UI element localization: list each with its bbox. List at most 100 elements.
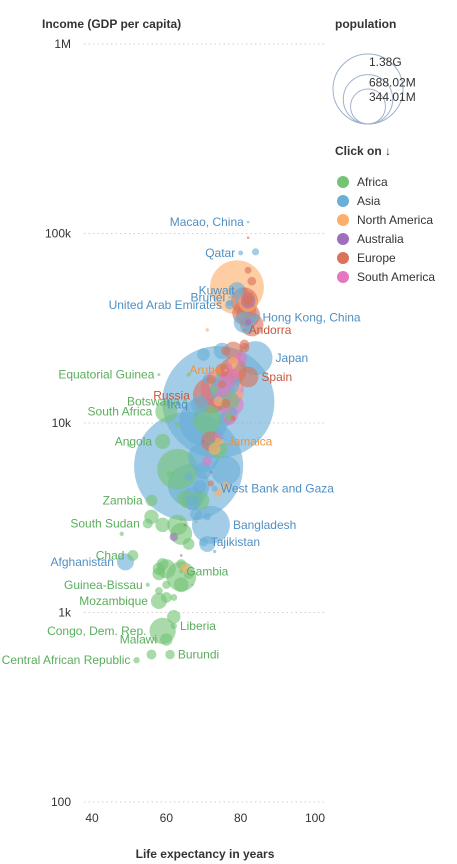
bubble-lebanon[interactable] (233, 378, 241, 386)
bubble-libya[interactable] (210, 385, 219, 394)
bubble-kazakhstan[interactable] (197, 348, 210, 361)
bubble-samoa[interactable] (209, 470, 213, 474)
bubble-bahrain[interactable] (235, 299, 239, 303)
bubble-papua-new-guinea[interactable] (169, 532, 178, 542)
bubble-vietnam[interactable] (211, 456, 241, 486)
bubble-andorra[interactable] (243, 328, 246, 332)
bubble-angola[interactable] (155, 433, 171, 449)
bubble-niger[interactable] (167, 609, 181, 624)
bubble-seychelles[interactable] (213, 346, 216, 349)
bubble-serbia[interactable] (221, 398, 231, 408)
bubble-spain[interactable] (237, 366, 259, 388)
legend-item-australia[interactable]: Australia (337, 232, 404, 246)
bubble-jordan[interactable] (229, 407, 238, 416)
bubble-qatar[interactable] (238, 250, 244, 256)
bubble-guatemala[interactable] (208, 442, 221, 455)
bubble-swaziland[interactable] (127, 443, 131, 448)
bubble-sao-tome-and-principe[interactable] (194, 520, 198, 524)
bubble-sierra-leone[interactable] (155, 587, 163, 595)
bubble-iraq[interactable] (190, 395, 209, 414)
bubble-cambodia[interactable] (190, 508, 203, 521)
bubble-kyrgyz-republic[interactable] (203, 513, 211, 521)
bubble-central-african-republic[interactable] (133, 657, 140, 664)
bubble-belarus[interactable] (206, 374, 216, 384)
bubble-mauritania[interactable] (181, 501, 188, 508)
bubble-bolivia[interactable] (202, 456, 213, 466)
bubble-togo[interactable] (162, 580, 171, 589)
bubble-burundi[interactable] (165, 649, 175, 660)
bubble-mauritius[interactable] (216, 372, 221, 377)
bubble-aruba[interactable] (224, 368, 228, 372)
bubble-hungary[interactable] (221, 346, 231, 356)
bubble-nicaragua[interactable] (222, 481, 230, 489)
legend-item-africa[interactable]: Africa (337, 175, 388, 189)
bubble-comoros[interactable] (191, 583, 194, 587)
bubble-mongolia[interactable] (193, 412, 199, 418)
bubble-bhutan[interactable] (209, 442, 213, 445)
bubble-uruguay[interactable] (226, 363, 233, 369)
bubble-solomon-islands[interactable] (179, 554, 183, 557)
bubble-laos[interactable] (184, 472, 193, 481)
bubble-oman[interactable] (226, 299, 233, 307)
bubble-georgia[interactable] (215, 428, 222, 435)
bubble-moldova[interactable] (207, 480, 214, 487)
bubble-bulgaria[interactable] (218, 380, 227, 389)
bubble-congo-rep[interactable] (166, 470, 174, 477)
bubble-zambia[interactable] (145, 494, 158, 507)
bubble-south-africa[interactable] (155, 400, 178, 423)
bubble-botswana[interactable] (182, 399, 188, 404)
bubble-norway[interactable] (244, 266, 252, 274)
bubble-new-zealand[interactable] (244, 319, 252, 326)
bubble-fiji[interactable] (202, 439, 205, 443)
bubble-sweden[interactable] (243, 296, 253, 306)
legend-item-asia[interactable]: Asia (337, 194, 381, 208)
bubble-venezuela[interactable] (213, 381, 231, 399)
bubble-gambia[interactable] (179, 569, 184, 574)
bubble-dominican-republic[interactable] (213, 396, 224, 407)
bubble-singapore[interactable] (251, 248, 260, 256)
bubble-kuwait[interactable] (237, 287, 244, 294)
bubble-senegal[interactable] (182, 538, 195, 550)
bubble-saudi-arabia[interactable] (228, 282, 246, 299)
bubble-malawi[interactable] (160, 633, 173, 646)
bubble-guinea[interactable] (160, 592, 172, 603)
bubble-liberia[interactable] (170, 622, 177, 630)
bubble-vanuatu[interactable] (183, 523, 187, 527)
bubble-israel[interactable] (243, 325, 253, 335)
bubble-timor-leste[interactable] (212, 549, 217, 554)
bubble-hong-kong-china[interactable] (251, 313, 260, 322)
bubble-costa-rica[interactable] (237, 392, 244, 399)
bubble-portugal[interactable] (239, 339, 250, 350)
bubble-zimbabwe[interactable] (156, 558, 169, 571)
bubble-namibia[interactable] (175, 422, 180, 427)
bubble-eritrea[interactable] (170, 594, 178, 601)
bubble-gabon[interactable] (186, 372, 191, 377)
bubble-syria[interactable] (193, 480, 207, 494)
bubble-yemen[interactable] (184, 494, 201, 511)
bubble-brunei[interactable] (228, 296, 231, 299)
bubble-chad[interactable] (127, 550, 139, 561)
legend-item-south-america[interactable]: South America (337, 270, 435, 284)
bubble-guinea-bissau[interactable] (145, 582, 150, 587)
legend-item-europe[interactable]: Europe (337, 251, 396, 265)
bubble-switzerland[interactable] (247, 276, 257, 286)
bubble-west-bank-and-gaza[interactable] (211, 485, 218, 492)
bubble-madagascar[interactable] (173, 577, 189, 593)
bubble-luxembourg[interactable] (246, 236, 250, 240)
bubble-lesotho[interactable] (119, 531, 124, 537)
bubble-somalia[interactable] (146, 649, 157, 660)
bubble-south-sudan[interactable] (142, 518, 153, 529)
bubble-equatorial-guinea[interactable] (157, 373, 161, 377)
bubble-kenya[interactable] (167, 514, 188, 536)
bubble-trinidad-and-tobago[interactable] (205, 328, 209, 332)
bubble-cape-verde[interactable] (217, 457, 220, 460)
bubble-jamaica[interactable] (219, 438, 225, 444)
bubble-djibouti[interactable] (179, 517, 183, 521)
bubble-macao-china[interactable] (246, 220, 250, 224)
bubble-tajikistan[interactable] (199, 537, 208, 547)
bubble-uzbekistan[interactable] (195, 462, 212, 479)
bubble-albania[interactable] (230, 415, 236, 421)
legend-item-north-america[interactable]: North America (337, 213, 433, 227)
bubble-cameroon[interactable] (155, 517, 170, 533)
color-legend-title[interactable]: Click on ↓ (335, 144, 391, 158)
